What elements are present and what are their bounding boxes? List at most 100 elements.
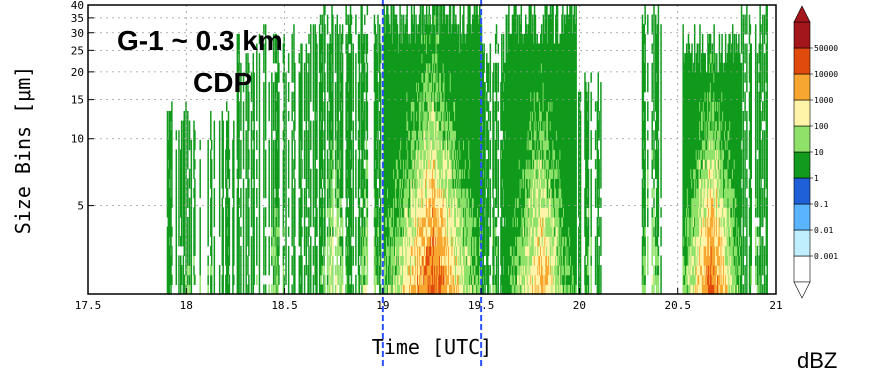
- heatmap-cell: [432, 72, 435, 83]
- heatmap-cell: [451, 130, 454, 141]
- heatmap-cell: [450, 207, 453, 218]
- heatmap-cell: [294, 265, 296, 276]
- heatmap-cell: [436, 33, 438, 45]
- heatmap-cell: [445, 139, 447, 151]
- heatmap-cell: [457, 284, 460, 295]
- heatmap-cell: [331, 149, 333, 160]
- heatmap-cell: [360, 120, 362, 131]
- heatmap-cell: [180, 168, 183, 179]
- heatmap-cell: [324, 159, 326, 170]
- heatmap-cell: [233, 245, 235, 257]
- heatmap-cell: [308, 62, 310, 74]
- heatmap-cell: [398, 284, 400, 295]
- heatmap-cell: [446, 226, 448, 237]
- heatmap-cell: [456, 245, 459, 257]
- heatmap-cell: [358, 139, 361, 151]
- heatmap-cell: [435, 72, 438, 83]
- heatmap-cell: [337, 149, 339, 160]
- heatmap-cell: [448, 274, 451, 285]
- heatmap-cell: [300, 130, 302, 141]
- heatmap-cell: [213, 284, 216, 295]
- heatmap-cell: [437, 207, 439, 218]
- heatmap-cell: [339, 265, 341, 276]
- heatmap-cell: [320, 216, 323, 228]
- heatmap-cell: [423, 255, 425, 266]
- heatmap-cell: [437, 255, 439, 266]
- heatmap-cell: [436, 110, 438, 122]
- heatmap-cell: [324, 24, 326, 35]
- heatmap-cell: [272, 284, 275, 295]
- heatmap-cell: [312, 159, 315, 170]
- heatmap-cell: [395, 178, 398, 189]
- heatmap-cell: [376, 197, 378, 208]
- heatmap-cell: [428, 226, 431, 237]
- heatmap-cell: [263, 178, 265, 189]
- heatmap-cell: [316, 284, 318, 295]
- heatmap-cell: [398, 33, 400, 45]
- heatmap-cell: [170, 197, 172, 208]
- heatmap-cell: [339, 139, 341, 151]
- heatmap-cell: [299, 226, 301, 237]
- heatmap-cell: [346, 226, 348, 237]
- heatmap-cell: [402, 197, 405, 208]
- heatmap-cell: [363, 216, 366, 228]
- heatmap-cell: [363, 72, 366, 83]
- heatmap-cell: [373, 14, 376, 25]
- heatmap-cell: [347, 72, 349, 83]
- heatmap-cell: [278, 216, 280, 228]
- heatmap-cell: [350, 216, 353, 228]
- heatmap-cell: [278, 72, 280, 83]
- heatmap-cell: [389, 168, 392, 179]
- heatmap-cell: [445, 14, 447, 25]
- heatmap-cell: [442, 53, 445, 64]
- heatmap-cell: [232, 168, 234, 179]
- heatmap-cell: [393, 62, 395, 74]
- heatmap-cell: [450, 120, 453, 131]
- heatmap-cell: [268, 207, 270, 218]
- heatmap-cell: [423, 284, 425, 295]
- heatmap-cell: [425, 168, 427, 179]
- heatmap-cell: [293, 168, 295, 179]
- heatmap-cell: [221, 216, 224, 228]
- heatmap-cell: [258, 53, 261, 64]
- heatmap-cell: [373, 216, 376, 228]
- heatmap-cell: [438, 274, 440, 285]
- heatmap-cell: [328, 130, 331, 141]
- heatmap-cell: [438, 43, 440, 54]
- heatmap-cell: [365, 159, 368, 170]
- heatmap-cell: [348, 216, 350, 228]
- heatmap-cell: [226, 188, 229, 199]
- heatmap-cell: [332, 82, 334, 93]
- heatmap-cell: [440, 91, 442, 102]
- heatmap-cell: [442, 207, 445, 218]
- heatmap-cell: [332, 188, 334, 199]
- heatmap-cell: [391, 216, 393, 228]
- heatmap-cell: [307, 265, 309, 276]
- heatmap-cell: [421, 101, 423, 112]
- heatmap-cell: [394, 265, 396, 276]
- heatmap-cell: [183, 197, 186, 208]
- heatmap-cell: [428, 139, 431, 151]
- heatmap-cell: [167, 139, 170, 151]
- heatmap-cell: [448, 188, 451, 199]
- heatmap-cell: [355, 149, 357, 160]
- heatmap-cell: [357, 43, 360, 54]
- heatmap-cell: [433, 216, 436, 228]
- heatmap-cell: [303, 101, 306, 112]
- heatmap-cell: [193, 226, 195, 237]
- heatmap-cell: [188, 226, 191, 237]
- heatmap-cell: [454, 130, 456, 141]
- heatmap-cell: [394, 255, 396, 266]
- heatmap-cell: [455, 178, 457, 189]
- heatmap-cell: [435, 216, 438, 228]
- heatmap-cell: [440, 207, 442, 218]
- heatmap-cell: [341, 168, 344, 179]
- heatmap-cell: [449, 5, 452, 16]
- heatmap-cell: [406, 265, 408, 276]
- heatmap-cell: [188, 197, 191, 208]
- heatmap-cell: [394, 101, 396, 112]
- heatmap-cell: [407, 101, 409, 112]
- heatmap-cell: [456, 101, 459, 112]
- heatmap-cell: [222, 149, 224, 160]
- heatmap-cell: [384, 159, 386, 170]
